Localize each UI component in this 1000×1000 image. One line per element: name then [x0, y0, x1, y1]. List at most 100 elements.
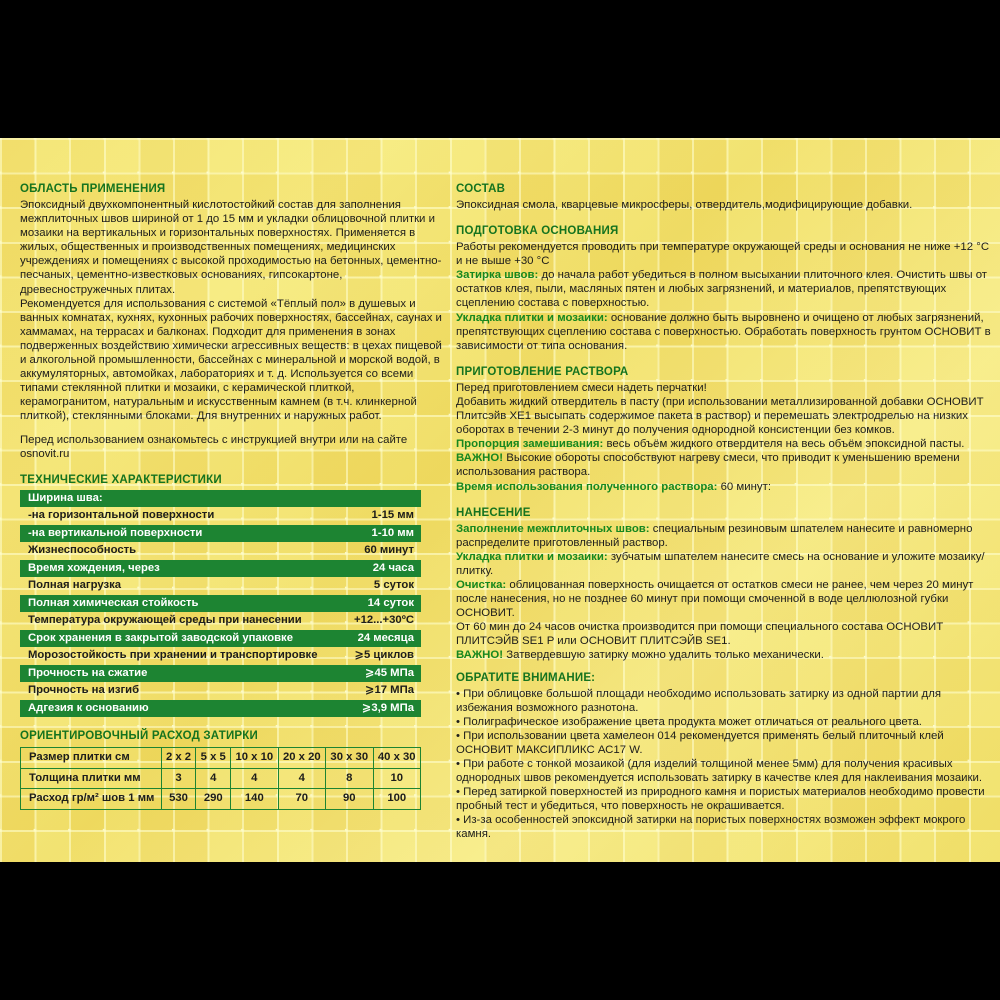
- preparation-text-2: до начала работ убедиться в полном высых…: [456, 269, 988, 310]
- section-mixing: ПРИГОТОВЛЕНИЕ РАСТВОРА Перед приготовлен…: [456, 366, 994, 494]
- spec-label: -на горизонтальной поверхности: [28, 509, 215, 522]
- method-paragraph-2: Укладка плитки и мозаики: зубчатым шпате…: [456, 550, 994, 578]
- spec-label: Срок хранения в закрытой заводской упако…: [20, 629, 342, 648]
- spec-value: [341, 489, 421, 508]
- section-heading-composition: СОСТАВ: [456, 183, 506, 195]
- consumption-row-label: Толщина плитки мм: [20, 767, 162, 790]
- method-paragraph-4: От 60 мин до 24 часов очистка производит…: [456, 621, 944, 648]
- section-composition: СОСТАВ Эпоксидная смола, кварцевые микро…: [456, 183, 994, 212]
- spec-label: -на вертикальной поверхности: [20, 524, 342, 543]
- consumption-cell: 3: [160, 767, 197, 790]
- spec-label: Жизнеспособность: [28, 544, 137, 557]
- technical-specs-body: Ширина шва: -на горизонтальной поверхност…: [20, 489, 421, 718]
- method-paragraph-3: Очистка: облицованная поверхность очищае…: [456, 578, 994, 620]
- product-datasheet-poster: ОБЛАСТЬ ПРИМЕНЕНИЯ Эпоксидный двухкомпон…: [0, 138, 1000, 862]
- table-row: -на горизонтальной поверхности 1-15 мм: [20, 507, 421, 525]
- section-heading-surface-preparation: ПОДГОТОВКА ОСНОВАНИЯ: [456, 225, 619, 238]
- section-notice: ОБРАТИТЕ ВНИМАНИЕ: • При облицовке больш…: [456, 672, 994, 842]
- preparation-paragraph-3: Укладка плитки и мозаики: основание долж…: [456, 311, 994, 353]
- application-paragraph-2: Рекомендуется для использования с систем…: [20, 297, 442, 423]
- table-row: Температура окружающей среды при нанесен…: [20, 612, 421, 630]
- technical-specs-table: Ширина шва: -на горизонтальной поверхност…: [20, 489, 421, 718]
- notice-bullet-1: • При облицовке большой площади необходи…: [456, 687, 942, 714]
- spec-value: 5 суток: [373, 579, 414, 592]
- composition-paragraph: Эпоксидная смола, кварцевые микросферы, …: [456, 199, 913, 211]
- consumption-cell: 20 х 20: [277, 747, 327, 769]
- notice-bullet-6: • Из-за особенностей эпоксидной затирки …: [456, 814, 966, 841]
- mixing-lead-3: Пропорция замешивания:: [456, 438, 604, 451]
- section-consumption: ОРИЕНТИРОВОЧНЫЙ РАСХОД ЗАТИРКИ Размер пл…: [20, 730, 444, 810]
- section-surface-preparation: ПОДГОТОВКА ОСНОВАНИЯ Работы рекомендуетс…: [456, 225, 994, 353]
- preparation-paragraph-1: Работы рекомендуется проводить при темпе…: [456, 241, 990, 268]
- method-lead-2: Укладка плитки и мозаики:: [456, 550, 608, 563]
- consumption-cell: 10: [372, 767, 421, 790]
- spec-label: Прочность на изгиб: [28, 684, 140, 697]
- spec-label: Время хождения, через: [20, 559, 342, 578]
- mixing-paragraph-4: ВАЖНО! Высокие обороты способствуют нагр…: [456, 451, 994, 479]
- section-heading-application-method: НАНЕСЕНИЕ: [456, 506, 531, 519]
- spec-value: 14 суток: [341, 594, 421, 613]
- consumption-cell: 70: [277, 788, 327, 810]
- table-row: Полная химическая стойкость 14 суток: [20, 594, 421, 613]
- application-paragraph-1: Эпоксидный двухкомпонентный кислотостойк…: [20, 199, 442, 296]
- preparation-lead-2: Затирка швов:: [456, 269, 539, 282]
- method-lead-5: ВАЖНО!: [456, 649, 504, 662]
- preparation-paragraph-2: Затирка швов: до начала работ убедиться …: [456, 268, 994, 310]
- spec-value: 24 часа: [341, 559, 421, 578]
- spec-value: ⩾45 МПа: [341, 664, 421, 683]
- mixing-text-5: 60 минут:: [717, 480, 771, 493]
- two-column-layout: ОБЛАСТЬ ПРИМЕНЕНИЯ Эпоксидный двухкомпон…: [0, 138, 1000, 862]
- notice-bullet-list: • При облицовке большой площади необходи…: [456, 687, 994, 842]
- method-text-1: специальным резиновым шпателем нанесите …: [456, 522, 973, 549]
- application-paragraph-3: Перед использованием ознакомьтесь с инст…: [20, 433, 408, 460]
- table-row: Морозостойкость при хранении и транспорт…: [20, 647, 421, 665]
- spec-value: ⩾3,9 МПа: [341, 699, 421, 718]
- spec-value: 1-15 мм: [371, 509, 414, 522]
- section-heading-notice: ОБРАТИТЕ ВНИМАНИЕ:: [456, 671, 596, 684]
- mixing-lead-4: ВАЖНО!: [456, 452, 504, 465]
- consumption-cell: 30 х 30: [325, 747, 374, 769]
- notice-bullet-4: • При работе с тонкой мозаикой (для изде…: [456, 758, 983, 785]
- method-text-3: облицованная поверхность очищается от ос…: [456, 578, 974, 620]
- mixing-paragraph-3: Пропорция замешивания: весь объём жидког…: [456, 437, 994, 451]
- mixing-paragraph-5: Время использования полученного раствора…: [456, 480, 994, 494]
- consumption-cell: 2 х 2: [160, 747, 197, 769]
- spec-label: Полная химическая стойкость: [20, 594, 342, 613]
- consumption-cell: 40 х 30: [372, 747, 421, 769]
- table-row: Толщина плитки мм 3 4 4 4 8 10: [20, 767, 421, 790]
- consumption-cell: 4: [195, 767, 232, 790]
- consumption-cell: 90: [325, 788, 374, 810]
- method-lead-1: Заполнение межплиточных швов:: [456, 522, 650, 535]
- table-row: Жизнеспособность 60 минут: [20, 542, 421, 560]
- consumption-cell: 5 х 5: [195, 747, 232, 769]
- method-paragraph-5: ВАЖНО! Затвердевшую затирку можно удалит…: [456, 648, 994, 662]
- spec-label: Полная нагрузка: [28, 579, 122, 592]
- consumption-cell: 290: [195, 788, 232, 810]
- spec-label: Морозостойкость при хранении и транспорт…: [28, 649, 318, 662]
- table-row: -на вертикальной поверхности 1-10 мм: [20, 524, 421, 543]
- left-column: ОБЛАСТЬ ПРИМЕНЕНИЯ Эпоксидный двухкомпон…: [20, 183, 444, 862]
- table-row: Прочность на изгиб ⩾17 МПа: [20, 682, 421, 700]
- notice-bullet-3: • При использовании цвета хамелеон 014 р…: [456, 729, 944, 756]
- table-row: Адгезия к основанию ⩾3,9 МПа: [20, 699, 421, 718]
- mixing-text-4: Высокие обороты способствуют нагреву сме…: [456, 452, 960, 479]
- mixing-paragraph-2: Добавить жидкий отвердитель в пасту (при…: [456, 395, 984, 437]
- consumption-cell: 530: [160, 788, 197, 810]
- spec-value: 1-10 мм: [341, 524, 421, 543]
- method-text-2: зубчатым шпателем нанесите смесь на осно…: [456, 550, 985, 577]
- mixing-lead-5: Время использования полученного раствора…: [456, 480, 718, 493]
- section-application-method: НАНЕСЕНИЕ Заполнение межплиточных швов: …: [456, 507, 994, 663]
- spec-value: 60 минут: [364, 544, 414, 557]
- section-heading-application: ОБЛАСТЬ ПРИМЕНЕНИЯ: [20, 183, 166, 195]
- spec-value: ⩾5 циклов: [354, 649, 414, 662]
- spec-label: Прочность на сжатие: [20, 664, 342, 683]
- table-row: Полная нагрузка 5 суток: [20, 577, 421, 595]
- right-column: СОСТАВ Эпоксидная смола, кварцевые микро…: [452, 183, 994, 862]
- section-heading-technical-specs: ТЕХНИЧЕСКИЕ ХАРАКТЕРИСТИКИ: [20, 473, 222, 486]
- table-row: Срок хранения в закрытой заводской упако…: [20, 629, 421, 648]
- spec-label: Температура окружающей среды при нанесен…: [28, 614, 302, 627]
- method-lead-3: Очистка:: [456, 578, 507, 591]
- section-heading-consumption: ОРИЕНТИРОВОЧНЫЙ РАСХОД ЗАТИРКИ: [20, 730, 258, 743]
